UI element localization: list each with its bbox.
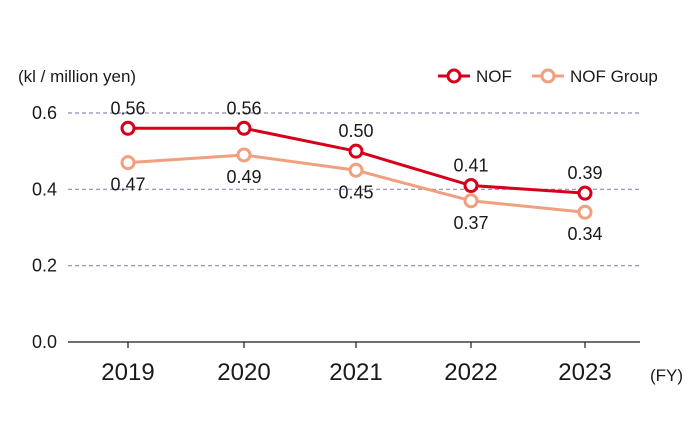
axes: 0.0 0.2 0.4 0.6 2019 2020 2021 2022 2023 xyxy=(32,103,640,386)
data-label: 0.45 xyxy=(338,182,373,202)
x-tick-label: 2020 xyxy=(217,359,270,386)
y-tick-label: 0.4 xyxy=(32,179,57,199)
data-point-marker xyxy=(120,155,136,171)
y-tick-label: 0.6 xyxy=(32,103,57,123)
legend-marker xyxy=(540,68,556,84)
data-label: 0.39 xyxy=(567,163,602,183)
legend-marker xyxy=(446,68,462,84)
data-label: 0.41 xyxy=(453,156,488,176)
data-point-marker xyxy=(120,120,136,136)
data-label: 0.49 xyxy=(226,167,261,187)
series-lines xyxy=(120,120,593,220)
legend: NOF NOF Group xyxy=(438,67,658,86)
data-label: 0.34 xyxy=(567,224,602,244)
data-point-marker xyxy=(463,178,479,194)
data-label: 0.47 xyxy=(110,175,145,195)
y-axis-label: (kl / million yen) xyxy=(18,67,136,86)
x-axis-unit-label: (FY) xyxy=(650,366,683,385)
legend-item-nof-group: NOF Group xyxy=(532,67,658,86)
x-tick-label: 2021 xyxy=(329,359,382,386)
x-tick-label: 2019 xyxy=(101,359,154,386)
data-point-marker xyxy=(236,120,252,136)
data-point-marker xyxy=(577,185,593,201)
data-point-marker xyxy=(463,193,479,209)
data-label: 0.50 xyxy=(338,121,373,141)
data-point-marker xyxy=(348,162,364,178)
legend-item-nof: NOF xyxy=(438,67,512,86)
data-label: 0.37 xyxy=(453,213,488,233)
data-labels: 0.56 0.56 0.50 0.41 0.39 0.47 0.49 0.45 0.37 0.34 xyxy=(110,98,602,244)
data-point-marker xyxy=(348,143,364,159)
x-tick-label: 2023 xyxy=(558,359,611,386)
y-tick-label: 0.0 xyxy=(32,332,57,352)
data-point-marker xyxy=(236,147,252,163)
legend-label: NOF Group xyxy=(570,67,658,86)
data-label: 0.56 xyxy=(110,98,145,118)
data-label: 0.56 xyxy=(226,98,261,118)
legend-label: NOF xyxy=(476,67,512,86)
data-point-marker xyxy=(577,204,593,220)
y-tick-label: 0.2 xyxy=(32,256,57,276)
x-tick-label: 2022 xyxy=(444,359,497,386)
